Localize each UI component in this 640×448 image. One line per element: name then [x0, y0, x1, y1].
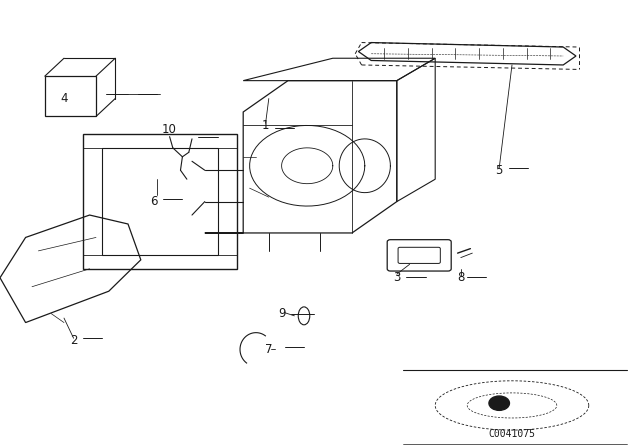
Text: C0041075: C0041075: [488, 429, 536, 439]
Text: 7: 7: [265, 343, 273, 356]
Text: 10: 10: [162, 123, 177, 137]
Text: 1: 1: [262, 119, 269, 132]
Text: 9: 9: [278, 307, 285, 320]
Text: 5: 5: [495, 164, 503, 177]
Text: 2: 2: [70, 334, 77, 347]
Text: 3: 3: [393, 271, 401, 284]
Text: 8: 8: [457, 271, 465, 284]
Circle shape: [489, 396, 509, 410]
Text: 6: 6: [150, 195, 157, 208]
Text: 4: 4: [60, 92, 68, 105]
